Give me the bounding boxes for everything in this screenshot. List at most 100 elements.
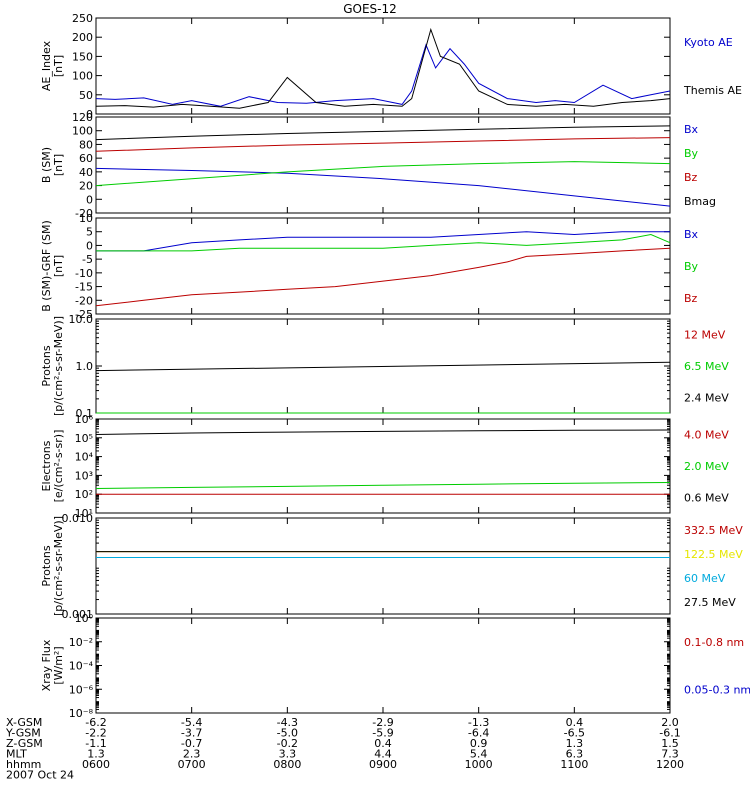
series-line-by	[96, 233, 671, 252]
series-line-themis-ae	[95, 27, 671, 109]
legend-bz: Bz	[684, 292, 698, 305]
y-tick-label: 80	[79, 138, 93, 151]
y-tick-label: 100	[72, 70, 93, 83]
y-tick-label: 100	[72, 125, 93, 138]
y-tick-label: 10⁵	[75, 432, 93, 445]
figure-title: GOES-12	[343, 2, 397, 16]
y-tick-label: 10²	[75, 488, 93, 501]
footer-row-label: MLT	[6, 748, 27, 761]
panel-frame	[95, 17, 671, 115]
footer-value: -2.9	[372, 716, 393, 729]
y-tick-label: 40	[79, 166, 93, 179]
legend-bx: Bx	[684, 123, 699, 136]
panel-frame	[95, 517, 671, 615]
footer-date: 2007 Oct 24	[6, 769, 74, 782]
footer-row-label: Y-GSM	[5, 727, 41, 740]
y-tick-label: 0.001	[62, 608, 94, 621]
footer-value: 0800	[273, 758, 301, 771]
panel-4: 0.1 1.0 10.0 Protons [p/(cm²-s-sr-MeV)] 12 Me…	[40, 313, 729, 420]
y-tick-label: 10⁻⁶	[69, 683, 94, 696]
y-tick-label: 50	[79, 89, 93, 102]
y-tick-label: 10⁰	[75, 612, 94, 625]
legend-0-05-0-3-nm: 0.05-0.3 nm	[684, 683, 750, 696]
y-tick-label: 20	[79, 180, 93, 193]
footer-value: -6.1	[659, 727, 680, 740]
y-tick-label: 0.010	[62, 512, 94, 525]
footer-value: -1.1	[85, 737, 106, 750]
series-line-bx	[96, 231, 670, 252]
panel-5: 10¹ 10² 10³ 10⁴ 10⁵ 10⁶ Electrons [e/(cm²-s-sr)…	[40, 413, 729, 520]
y-tick-label: 10⁴	[75, 451, 94, 464]
footer-row-label: hhmm	[6, 758, 41, 771]
y-tick-label: -10	[75, 267, 93, 280]
y-axis-label: [nT]	[52, 255, 65, 277]
footer-value: 5.4	[470, 748, 488, 761]
y-tick-label: -20	[75, 294, 93, 307]
footer-value: -0.7	[181, 737, 202, 750]
y-axis-label: [e/(cm²-s-sr)]	[52, 430, 65, 503]
y-tick-label: 0	[86, 239, 93, 252]
series-line-2-0-mev	[95, 482, 671, 489]
series-line-bz	[95, 247, 671, 307]
footer-value: 6.3	[566, 748, 584, 761]
y-axis-label: B (SM)	[40, 147, 53, 183]
footer-value: -4.3	[277, 716, 298, 729]
series-line-kyoto-ae	[95, 43, 671, 107]
footer-value: -6.4	[468, 727, 489, 740]
y-tick-label: 10⁻²	[69, 636, 93, 649]
y-axis-label: B (SM)-GRF (SM)	[40, 220, 53, 312]
series-line-bz	[95, 137, 671, 152]
footer-value: -2.2	[85, 727, 106, 740]
y-axis-label: [p/(cm²-s-sr-MeV)]	[52, 516, 65, 616]
y-axis-label: [nT]	[52, 154, 65, 176]
y-axis-label: [p/(cm²-s-sr-MeV)]	[52, 316, 65, 416]
legend-kyoto-ae: Kyoto AE	[684, 36, 733, 49]
series-line-2-4-mev	[95, 361, 671, 372]
y-axis-label: Xray Flux	[40, 639, 53, 691]
footer-value: 1200	[656, 758, 684, 771]
footer-value: 1.3	[566, 737, 584, 750]
y-tick-label: 150	[72, 50, 93, 63]
footer-value: 3.3	[279, 748, 297, 761]
legend-2-0-mev: 2.0 MeV	[684, 460, 729, 473]
y-tick-label: 0.1	[76, 407, 94, 420]
legend-by: By	[684, 260, 699, 273]
legend-bmag: Bmag	[684, 195, 716, 208]
y-tick-label: -15	[75, 281, 93, 294]
y-tick-label: 0	[86, 108, 93, 121]
y-tick-label: 10⁶	[75, 413, 94, 426]
footer-value: 0.4	[566, 716, 584, 729]
legend-60-mev: 60 MeV	[684, 572, 726, 585]
footer-value: 1100	[560, 758, 588, 771]
footer-value: 2.0	[661, 716, 679, 729]
footer-row-label: Z-GSM	[6, 737, 43, 750]
footer-value: 1.5	[661, 737, 679, 750]
y-tick-label: -25	[75, 308, 93, 321]
footer-value: 0.4	[374, 737, 392, 750]
series-line-0-6-mev	[95, 429, 671, 435]
legend-by: By	[684, 147, 699, 160]
footer-value: -3.7	[181, 727, 202, 740]
panel-frame	[95, 617, 671, 714]
legend-12-mev: 12 MeV	[684, 329, 726, 342]
y-tick-label: 1.0	[76, 360, 94, 373]
footer-value: -5.4	[181, 716, 202, 729]
y-tick-label: 10⁻⁸	[69, 707, 94, 720]
y-tick-label: 10⁻⁴	[69, 660, 94, 673]
series-line-bx	[95, 167, 671, 207]
legend-4-0-mev: 4.0 MeV	[684, 429, 729, 442]
footer-value: 2.3	[183, 748, 201, 761]
panel-frame	[95, 217, 671, 315]
y-tick-label: 10.0	[69, 313, 94, 326]
legend-bx: Bx	[684, 228, 699, 241]
legend-bz: Bz	[684, 171, 698, 184]
footer-value: 0900	[369, 758, 397, 771]
panel-6: 0.001 0.010 Protons [p/(cm²-s-sr-MeV)] 332.5…	[40, 512, 743, 621]
y-tick-label: 10³	[75, 469, 93, 482]
footer-value: 0.9	[470, 737, 488, 750]
footer-value: 1.3	[87, 748, 105, 761]
legend-0-6-mev: 0.6 MeV	[684, 491, 729, 504]
y-tick-label: -20	[75, 207, 93, 220]
